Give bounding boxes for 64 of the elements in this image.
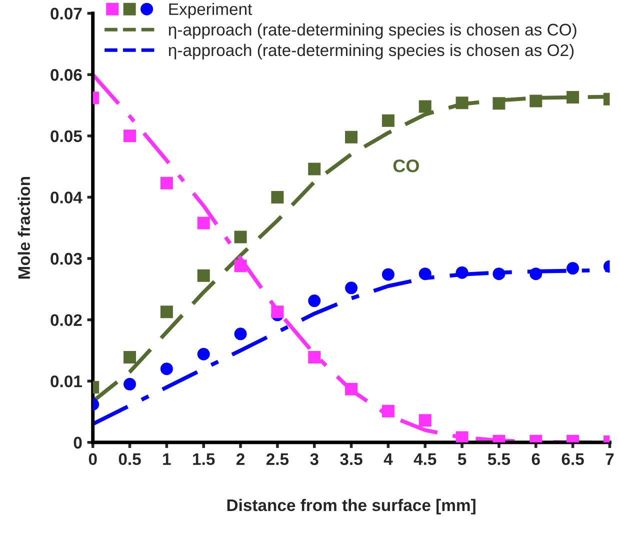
point: [308, 350, 321, 364]
point: [382, 404, 394, 418]
annotation: CO: [393, 159, 419, 172]
legend-label: Experiment: [169, 2, 252, 18]
point: [382, 268, 394, 281]
x-axis-title: Distance from the surface [mm]: [227, 498, 476, 514]
point: [345, 382, 358, 396]
legend-label: η-approach (rate-determining species is chosen as O2): [168, 44, 574, 60]
point: [124, 378, 136, 390]
x-tick-label: 3.5: [340, 453, 362, 466]
x-tick-label: 2: [236, 453, 244, 465]
point: [456, 431, 468, 442]
point: [271, 306, 284, 318]
x-tick-label: 4: [384, 453, 393, 465]
x-tick-label: 4.5: [414, 453, 436, 466]
y-tick-label: 0: [74, 436, 82, 449]
y-tick-label: 0.05: [50, 130, 82, 142]
y-tick-label: 0.01: [50, 375, 82, 388]
y-tick-label: 0.03: [50, 252, 82, 265]
point: [345, 282, 358, 294]
point: [345, 130, 358, 144]
point: [124, 350, 136, 364]
point: [418, 100, 432, 113]
point: [234, 230, 247, 244]
x-tick-label: 1.5: [193, 453, 215, 466]
point: [124, 130, 136, 142]
point: [382, 114, 394, 127]
x-tick-label: 3: [310, 453, 318, 466]
point: [197, 269, 210, 282]
point: [418, 414, 432, 427]
point: [308, 162, 321, 176]
point: [271, 190, 284, 204]
point: [308, 294, 321, 308]
point: [160, 306, 173, 318]
x-tick-label: 7: [606, 453, 614, 465]
y-axis-title: Mole fraction: [18, 177, 30, 279]
x-tick-label: 2.5: [266, 453, 289, 466]
point: [197, 216, 210, 230]
x-tick-label: 6.5: [562, 453, 584, 466]
legend-label: η-approach (rate-determining species is chosen as CO): [168, 23, 576, 39]
point: [530, 268, 542, 280]
x-tick-label: 0.5: [118, 453, 141, 466]
x-tick-label: 5: [458, 453, 466, 466]
point: [234, 328, 247, 340]
point: [492, 268, 506, 280]
y-tick-label: 0.02: [50, 314, 82, 326]
point: [456, 266, 468, 279]
point: [530, 94, 542, 108]
y-tick-label: 0.06: [50, 69, 82, 81]
point: [197, 348, 210, 360]
x-tick-label: 5.5: [488, 453, 510, 466]
y-tick-label: 0.07: [50, 8, 82, 20]
y-tick-label: 0.04: [50, 192, 82, 204]
point: [418, 268, 432, 280]
point: [234, 260, 247, 272]
point: [492, 97, 506, 110]
x-tick-label: 0: [88, 453, 97, 466]
point: [566, 91, 580, 104]
point: [160, 362, 173, 376]
point: [566, 262, 580, 275]
x-tick-label: 6: [532, 453, 540, 466]
x-tick-label: 1: [163, 453, 171, 465]
point: [456, 96, 468, 110]
point: [160, 176, 173, 190]
